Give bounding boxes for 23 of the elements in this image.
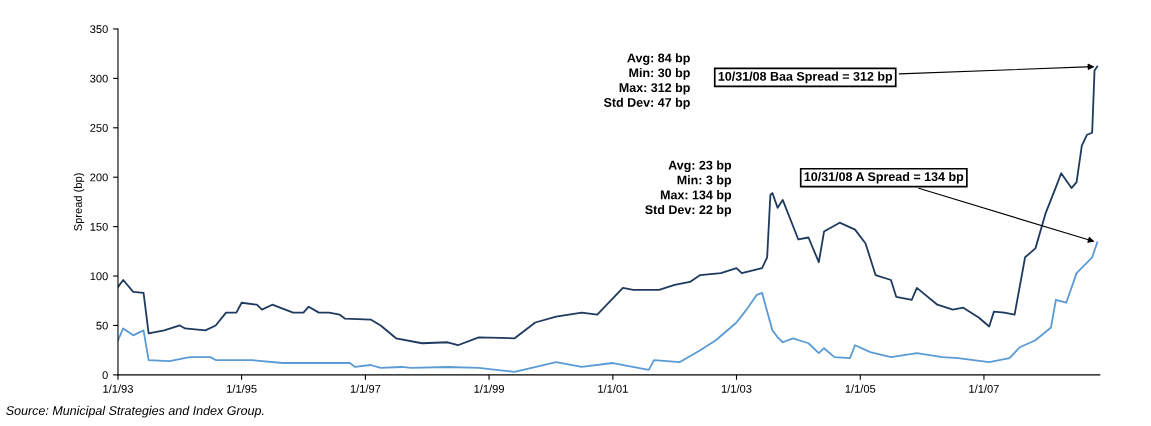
x-tick-label: 1/1/05 — [845, 384, 876, 393]
y-tick-label: 0 — [102, 371, 108, 380]
y-tick-label: 300 — [90, 74, 108, 83]
y-tick-label: 100 — [90, 272, 108, 281]
annotation: 10/31/08 A Spread = 134 bp — [804, 171, 964, 184]
y-axis-title: Spread (bp) — [73, 173, 85, 231]
x-tick-label: 1/1/07 — [969, 384, 999, 393]
x-tick-label: 1/1/97 — [350, 384, 381, 393]
x-tick-label: 1/1/93 — [103, 384, 133, 393]
x-tick-label: 1/1/01 — [598, 384, 628, 393]
y-tick-label: 50 — [96, 321, 108, 330]
y-tick-label: 250 — [90, 124, 108, 132]
y-tick-label: 350 — [90, 25, 108, 34]
x-tick-label: 1/1/99 — [474, 384, 504, 393]
annotation: Avg: 23 bp Min: 3 bp Max: 134 bp Std Dev: 22 bp — [645, 160, 732, 217]
source-note: Source: Municipal Strategies and Index Group. — [6, 405, 264, 418]
line-series — [117, 65, 1099, 347]
x-tick-label: 1/1/03 — [721, 384, 752, 393]
y-tick-label: 150 — [90, 222, 108, 231]
annotation: Avg: 84 bp Min: 30 bp Max: 312 bp Std Dev: 47 bp — [603, 53, 690, 110]
x-tick-label: 1/1/95 — [227, 384, 257, 393]
annotation: 10/31/08 Baa Spread = 312 bp — [718, 71, 893, 84]
y-tick-label: 200 — [90, 173, 108, 182]
